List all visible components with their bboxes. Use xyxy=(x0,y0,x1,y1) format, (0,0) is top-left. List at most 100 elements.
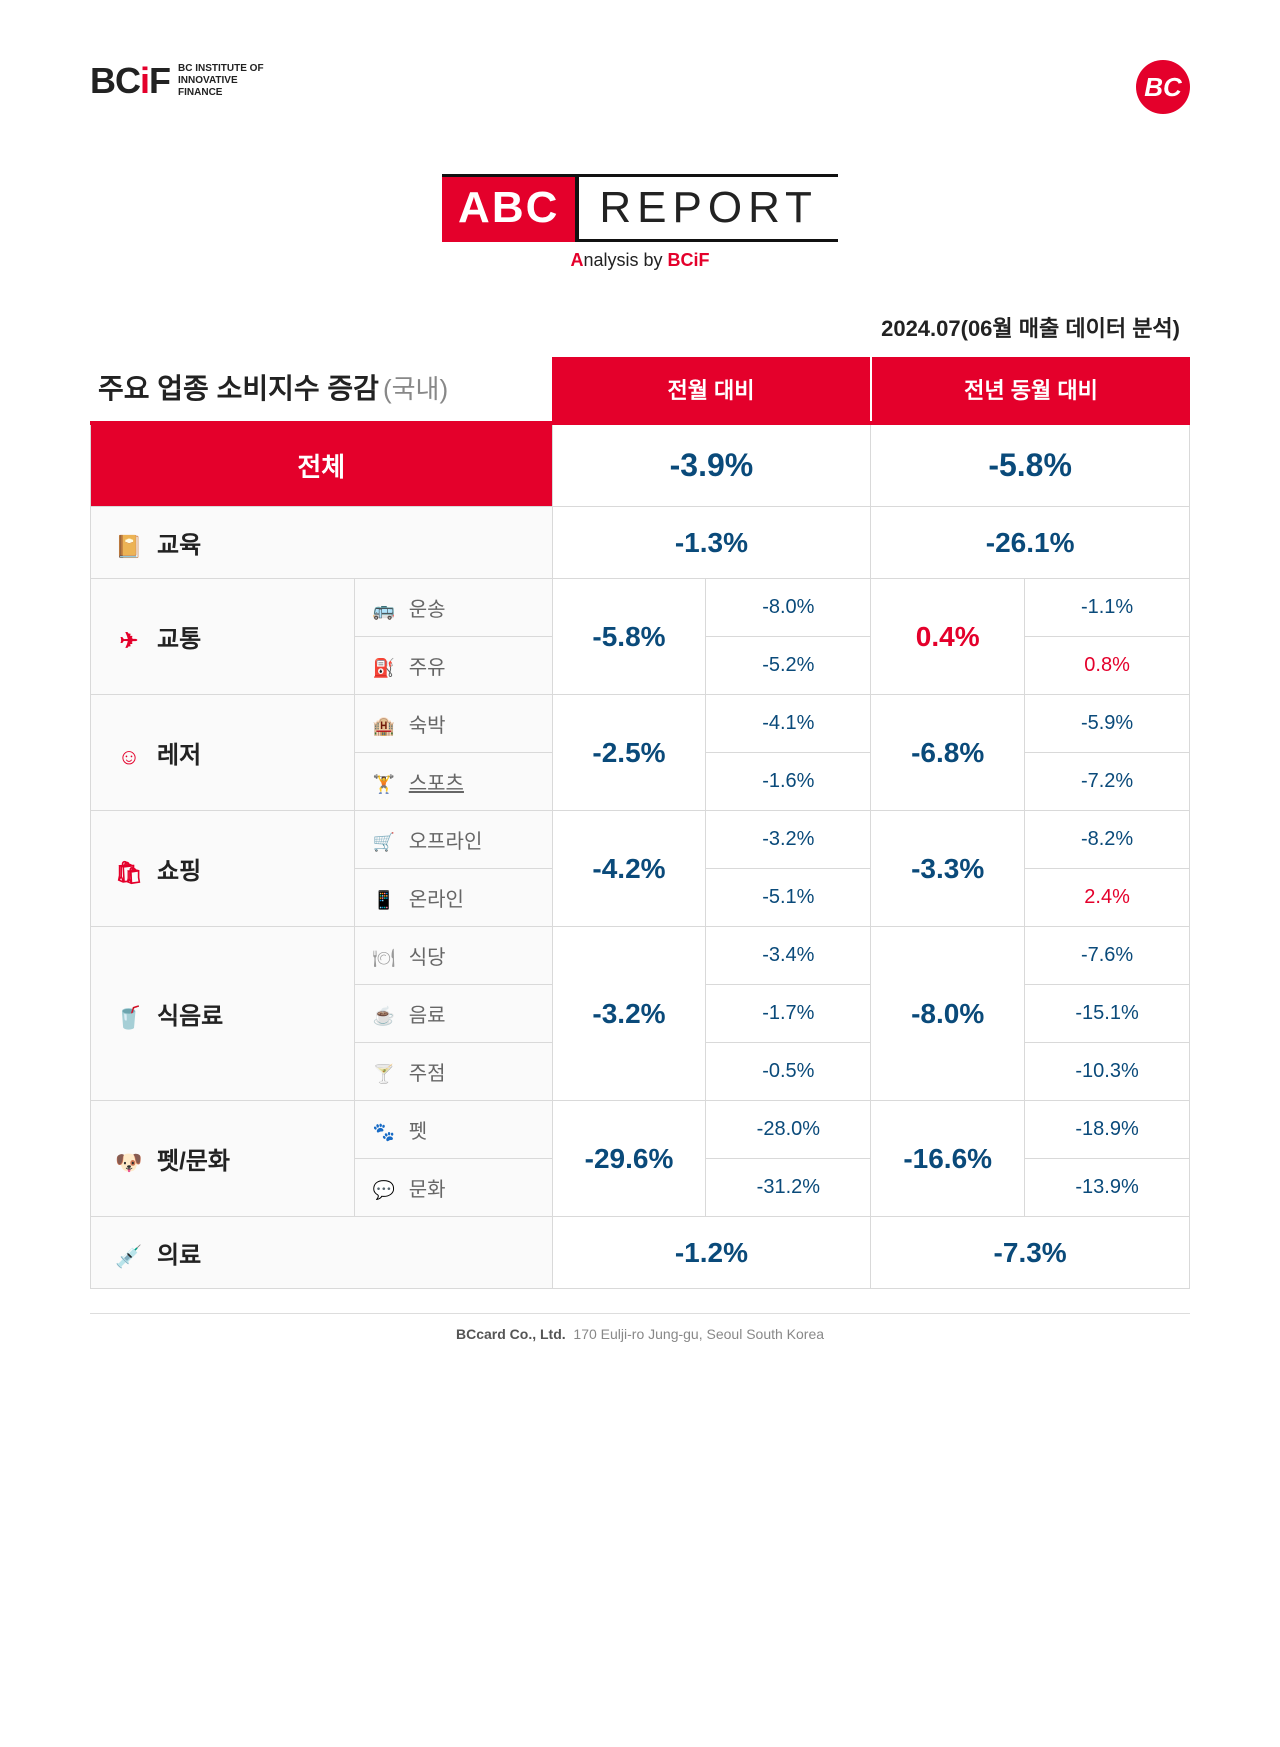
subcategory-cell: 📱온라인 xyxy=(354,869,552,927)
category-cell: ✈교통 xyxy=(91,579,355,695)
mom-value: -2.5% xyxy=(552,695,706,811)
category-cell: 📔교육 xyxy=(91,507,553,579)
mom-subvalue: -3.2% xyxy=(706,811,871,869)
subcategory-cell: 💬문화 xyxy=(354,1159,552,1217)
table-row: 🛍쇼핑🛒오프라인-4.2%-3.2%-3.3%-8.2% xyxy=(91,811,1190,869)
yoy-subvalue: -5.9% xyxy=(1025,695,1190,753)
data-table: 전체-3.9%-5.8%📔교육-1.3%-26.1%✈교통🚌운송-5.8%-8.… xyxy=(90,421,1190,1289)
table-row: 🥤식음료🍽식당-3.2%-3.4%-8.0%-7.6% xyxy=(91,927,1190,985)
subcategory-icon: 🏋 xyxy=(371,774,397,795)
yoy-subvalue: -13.9% xyxy=(1025,1159,1190,1217)
category-cell: 🥤식음료 xyxy=(91,927,355,1101)
yoy-subvalue: 0.8% xyxy=(1025,637,1190,695)
subcategory-icon: 🚌 xyxy=(371,600,397,621)
total-mom: -3.9% xyxy=(552,423,871,507)
subcategory-icon: 🏨 xyxy=(371,716,397,737)
table-row: ✈교통🚌운송-5.8%-8.0%0.4%-1.1% xyxy=(91,579,1190,637)
mom-subvalue: -4.1% xyxy=(706,695,871,753)
category-icon: 🛍 xyxy=(115,860,143,886)
subcategory-icon: 📱 xyxy=(371,890,397,911)
subcategory-cell: 🍸주점 xyxy=(354,1043,552,1101)
yoy-value: -26.1% xyxy=(871,507,1190,579)
subcategory-icon: 🛒 xyxy=(371,832,397,853)
total-label: 전체 xyxy=(91,423,553,507)
table-row: 📔교육-1.3%-26.1% xyxy=(91,507,1190,579)
title-sub: Analysis by BCiF xyxy=(90,250,1190,271)
subcategory-cell: 🍽식당 xyxy=(354,927,552,985)
title-report: REPORT xyxy=(579,177,838,242)
yoy-value: -3.3% xyxy=(871,811,1025,927)
logo-i: i xyxy=(140,60,149,101)
yoy-value: -8.0% xyxy=(871,927,1025,1101)
category-icon: 🥤 xyxy=(115,1005,143,1031)
yoy-subvalue: 2.4% xyxy=(1025,869,1190,927)
mom-subvalue: -5.1% xyxy=(706,869,871,927)
subcategory-cell: ⛽주유 xyxy=(354,637,552,695)
table-title-sub: (국내) xyxy=(383,369,448,406)
category-icon: ✈ xyxy=(115,628,143,654)
mom-value: -5.8% xyxy=(552,579,706,695)
mom-subvalue: -8.0% xyxy=(706,579,871,637)
title-abc: ABC xyxy=(442,177,579,242)
row-total: 전체-3.9%-5.8% xyxy=(91,423,1190,507)
category-icon: 💉 xyxy=(115,1244,143,1270)
yoy-subvalue: -15.1% xyxy=(1025,985,1190,1043)
category-icon: 📔 xyxy=(115,534,143,560)
category-cell: 🛍쇼핑 xyxy=(91,811,355,927)
header: BCiF BC INSTITUTE OF INNOVATIVE FINANCE … xyxy=(90,60,1190,114)
subcategory-cell: 🚌운송 xyxy=(354,579,552,637)
bc-badge: BC xyxy=(1136,60,1190,114)
bc-badge-text: BC xyxy=(1144,72,1182,103)
yoy-subvalue: -1.1% xyxy=(1025,579,1190,637)
subcategory-icon: 💬 xyxy=(371,1180,397,1201)
mom-subvalue: -28.0% xyxy=(706,1101,871,1159)
yoy-value: -7.3% xyxy=(871,1217,1190,1289)
title-sub-bcif: BCiF xyxy=(668,250,710,270)
title-sub-mid: nalysis by xyxy=(583,250,667,270)
logo-sub-1: BC INSTITUTE OF xyxy=(178,63,264,75)
yoy-value: -16.6% xyxy=(871,1101,1025,1217)
mom-subvalue: -0.5% xyxy=(706,1043,871,1101)
mom-subvalue: -31.2% xyxy=(706,1159,871,1217)
category-icon: 🐶 xyxy=(115,1150,143,1176)
subcategory-cell: 🛒오프라인 xyxy=(354,811,552,869)
category-cell: 🐶펫/문화 xyxy=(91,1101,355,1217)
category-icon: ☺ xyxy=(115,744,143,770)
footer: BCcard Co., Ltd. 170 Eulji-ro Jung-gu, S… xyxy=(90,1313,1190,1342)
logo-sub-3: FINANCE xyxy=(178,87,264,99)
mom-subvalue: -3.4% xyxy=(706,927,871,985)
logo-subtitle: BC INSTITUTE OF INNOVATIVE FINANCE xyxy=(178,63,264,99)
total-yoy: -5.8% xyxy=(871,423,1190,507)
logo-f: F xyxy=(149,60,170,101)
col-header-mom: 전월 대비 xyxy=(552,357,870,421)
title-sub-a: A xyxy=(570,250,583,270)
table-row: ☺레저🏨숙박-2.5%-4.1%-6.8%-5.9% xyxy=(91,695,1190,753)
logo-sub-2: INNOVATIVE xyxy=(178,75,264,87)
subcategory-icon: ☕ xyxy=(371,1006,397,1027)
table-title-main: 주요 업종 소비지수 증감 xyxy=(98,367,379,407)
col-header-yoy: 전년 동월 대비 xyxy=(872,357,1190,421)
yoy-subvalue: -10.3% xyxy=(1025,1043,1190,1101)
table-row: 🐶펫/문화🐾펫-29.6%-28.0%-16.6%-18.9% xyxy=(91,1101,1190,1159)
yoy-subvalue: -7.6% xyxy=(1025,927,1190,985)
subcategory-icon: ⛽ xyxy=(371,658,397,679)
yoy-value: -6.8% xyxy=(871,695,1025,811)
mom-value: -29.6% xyxy=(552,1101,706,1217)
mom-value: -1.2% xyxy=(552,1217,871,1289)
footer-address: 170 Eulji-ro Jung-gu, Seoul South Korea xyxy=(573,1326,824,1342)
yoy-subvalue: -7.2% xyxy=(1025,753,1190,811)
mom-subvalue: -1.6% xyxy=(706,753,871,811)
subcategory-icon: 🍸 xyxy=(371,1064,397,1085)
subcategory-cell: 🏨숙박 xyxy=(354,695,552,753)
date-line: 2024.07(06월 매출 데이터 분석) xyxy=(90,311,1190,343)
yoy-value: 0.4% xyxy=(871,579,1025,695)
category-cell: 💉의료 xyxy=(91,1217,553,1289)
logo-left: BCiF BC INSTITUTE OF INNOVATIVE FINANCE xyxy=(90,60,264,102)
subcategory-cell: 🐾펫 xyxy=(354,1101,552,1159)
title-block: ABC REPORT Analysis by BCiF xyxy=(90,174,1190,271)
logo-bc: BC xyxy=(90,60,140,101)
subcategory-cell: ☕음료 xyxy=(354,985,552,1043)
category-cell: ☺레저 xyxy=(91,695,355,811)
mom-subvalue: -1.7% xyxy=(706,985,871,1043)
yoy-subvalue: -18.9% xyxy=(1025,1101,1190,1159)
